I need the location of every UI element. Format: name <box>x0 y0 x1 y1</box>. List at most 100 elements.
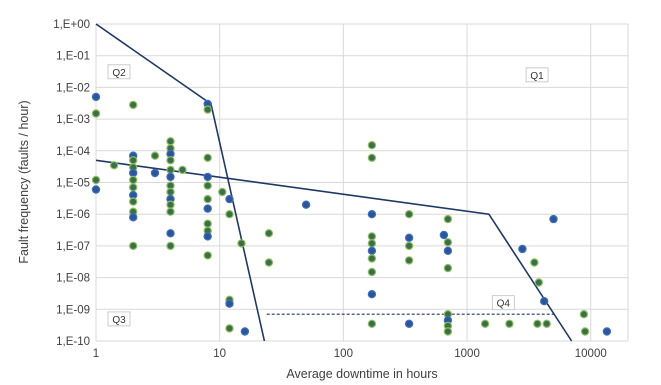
data-point <box>225 324 234 333</box>
quadrant-labels: Q1 Q2 Q3 Q4 <box>107 64 549 327</box>
data-point <box>367 239 377 248</box>
data-point <box>443 327 453 336</box>
x-tick-label: 1000 <box>454 348 480 360</box>
data-point <box>367 246 377 255</box>
data-point <box>91 92 101 102</box>
y-tick-label: 1,E-07 <box>56 241 90 253</box>
y-tick-label: 1,E-05 <box>56 178 90 190</box>
y-tick-labels: 1,E+00 1,E-01 1,E-02 1,E-03 1,E-04 1,E-05 1,E-… <box>53 19 90 348</box>
data-point <box>404 209 414 219</box>
data-point <box>166 137 175 146</box>
quadrant-label-text: Q4 <box>497 299 511 310</box>
data-point <box>367 254 377 263</box>
y-tick-label: 1,E-06 <box>56 209 90 221</box>
quadrant-label-text: Q3 <box>112 315 126 326</box>
data-point <box>150 151 160 160</box>
data-point <box>237 239 246 248</box>
data-point <box>128 100 138 110</box>
y-tick-label: 1,E-10 <box>56 336 90 348</box>
data-point <box>128 156 138 165</box>
data-point <box>91 109 101 118</box>
data-point <box>443 214 453 224</box>
data-point <box>166 172 175 182</box>
data-point <box>218 187 227 197</box>
data-point <box>540 297 549 306</box>
data-point <box>128 197 138 206</box>
data-point <box>518 244 527 254</box>
data-point <box>404 241 414 251</box>
data-point <box>580 327 590 336</box>
data-point <box>150 168 160 178</box>
quadrant-label: Q4 <box>491 295 515 311</box>
data-point <box>178 165 187 175</box>
data-point <box>367 209 377 219</box>
data-point <box>443 238 453 247</box>
data-point <box>542 319 551 328</box>
data-point <box>240 327 250 336</box>
data-point <box>225 194 234 204</box>
data-point <box>367 153 377 162</box>
data-point <box>128 213 138 222</box>
x-axis-title: Average downtime in hours <box>286 367 437 381</box>
data-point <box>128 175 138 185</box>
data-point <box>203 194 212 204</box>
data-point <box>166 229 175 238</box>
quadrant-label-text: Q2 <box>112 68 126 79</box>
data-point <box>203 153 212 162</box>
data-point <box>203 219 212 228</box>
data-point <box>203 232 212 241</box>
quadrant-label-text: Q1 <box>530 71 544 82</box>
x-tick-label: 10000 <box>575 348 607 360</box>
data-point <box>166 200 175 209</box>
quadrant-label-box <box>107 64 131 80</box>
data-point <box>549 214 558 224</box>
quadrant-label-box <box>107 311 131 327</box>
data-point <box>225 209 234 219</box>
y-tick-label: 1,E-02 <box>56 82 90 94</box>
data-point <box>602 327 612 336</box>
y-tick-label: 1,E-09 <box>56 304 90 316</box>
y-tick-label: 1,E-08 <box>56 273 90 285</box>
quadrant-label-box <box>491 295 515 311</box>
data-point <box>91 185 101 194</box>
quadrant-label: Q3 <box>107 311 131 327</box>
data-point <box>203 204 212 213</box>
quadrant-label: Q1 <box>525 67 549 83</box>
data-point <box>404 256 414 265</box>
data-point <box>505 319 514 328</box>
data-point <box>166 207 175 216</box>
data-point <box>264 229 274 238</box>
data-point <box>91 175 101 185</box>
data-point <box>203 105 212 114</box>
data-point <box>166 241 175 251</box>
data-point <box>530 258 539 267</box>
data-point <box>534 278 544 287</box>
data-point <box>166 187 175 197</box>
y-tick-label: 1,E-04 <box>56 146 90 158</box>
x-tick-label: 1 <box>93 348 99 360</box>
x-tick-label: 10 <box>213 348 226 360</box>
y-axis-title: Fault frequency (faults / hour) <box>17 100 31 263</box>
data-point <box>443 246 453 255</box>
data-point <box>404 233 414 242</box>
data-point <box>533 319 542 328</box>
data-point <box>367 290 377 299</box>
data-point <box>128 241 138 251</box>
data-point <box>404 319 414 328</box>
data-point <box>264 258 274 267</box>
data-points <box>91 92 612 336</box>
data-point <box>439 230 449 240</box>
data-point <box>128 168 138 178</box>
y-tick-label: 1,E-01 <box>56 51 90 63</box>
data-point <box>225 299 234 308</box>
x-tick-label: 100 <box>334 348 353 360</box>
data-point <box>166 165 175 175</box>
data-point <box>367 319 377 328</box>
data-point <box>480 319 490 328</box>
data-point <box>203 251 212 260</box>
data-point <box>203 172 212 182</box>
data-point <box>166 156 175 165</box>
y-tick-label: 1,E-03 <box>56 114 90 126</box>
data-point <box>203 181 212 190</box>
